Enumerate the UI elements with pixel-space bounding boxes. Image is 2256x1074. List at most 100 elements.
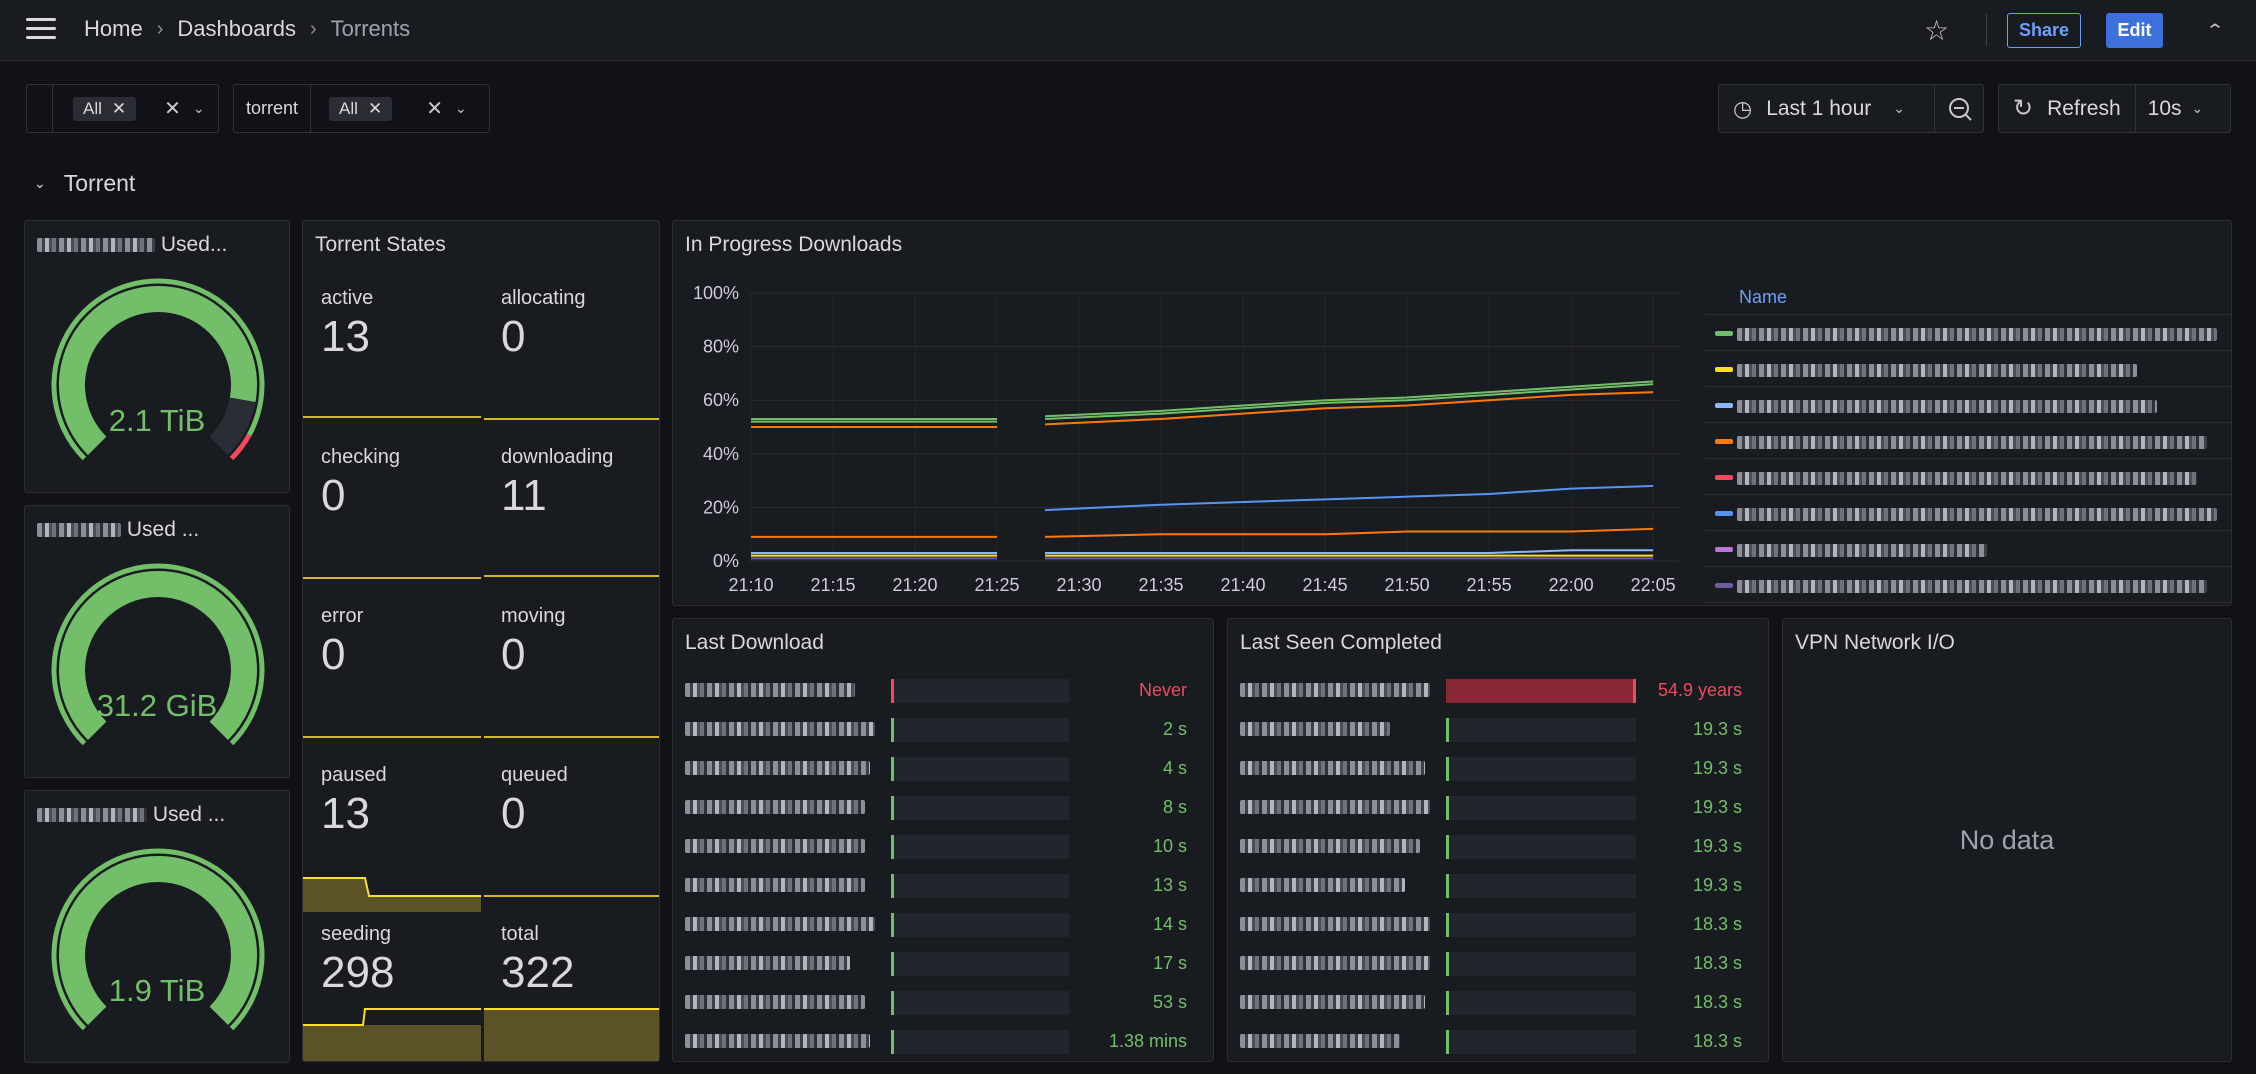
share-button[interactable]: Share bbox=[2007, 13, 2081, 48]
redacted-name bbox=[1240, 798, 1430, 816]
legend-row[interactable] bbox=[1705, 459, 2231, 495]
breadcrumb-dashboards[interactable]: Dashboards bbox=[177, 16, 296, 41]
row-header[interactable]: ⌄ Torrent bbox=[34, 170, 135, 197]
clear-icon[interactable]: ✕ bbox=[426, 98, 443, 120]
chip-label: All bbox=[339, 98, 358, 118]
redacted-name bbox=[685, 837, 865, 855]
zoom-out-button[interactable] bbox=[1934, 84, 1984, 133]
chevron-down-icon[interactable]: ⌄ bbox=[192, 100, 205, 116]
chip-remove-icon[interactable]: ✕ bbox=[111, 98, 127, 118]
redacted-text bbox=[1737, 508, 2217, 522]
chip-remove-icon[interactable]: ✕ bbox=[367, 98, 383, 118]
bar-fill bbox=[1446, 991, 1449, 1015]
panel-title: Used... bbox=[37, 233, 227, 257]
redacted-name bbox=[1240, 720, 1390, 738]
bar-track bbox=[1446, 874, 1636, 898]
legend-swatch bbox=[1715, 403, 1733, 408]
state-value: 0 bbox=[321, 630, 346, 679]
clear-icon[interactable]: ✕ bbox=[164, 98, 181, 120]
chevron-down-icon[interactable]: ⌄ bbox=[2191, 100, 2204, 116]
bar-value: 2 s bbox=[1162, 719, 1187, 739]
time-range-picker[interactable]: ◷ Last 1 hour ⌄ bbox=[1718, 84, 1984, 133]
legend-row[interactable] bbox=[1705, 495, 2231, 531]
refresh-picker[interactable]: ↻ Refresh 10s ⌄ bbox=[1998, 84, 2231, 133]
menu-icon[interactable] bbox=[26, 18, 56, 42]
refresh-button-label[interactable]: Refresh bbox=[2047, 96, 2121, 120]
bar-value: 14 s bbox=[1152, 914, 1187, 934]
variable-chip[interactable]: All ✕ bbox=[73, 96, 137, 121]
redacted-text bbox=[685, 1033, 870, 1048]
redacted-name bbox=[1737, 434, 2207, 452]
table-row: 18.3 s bbox=[1228, 944, 1768, 982]
state-label: seeding bbox=[321, 923, 392, 945]
bar-value: 18.3 s bbox=[1692, 914, 1742, 934]
refresh-interval-label[interactable]: 10s bbox=[2134, 85, 2182, 132]
redacted-text bbox=[1240, 838, 1420, 853]
chevron-down-icon[interactable]: ⌄ bbox=[34, 175, 46, 191]
chevron-up-icon[interactable]: ⌃ bbox=[2205, 21, 2226, 40]
y-tick-label: 40% bbox=[703, 444, 739, 464]
progress-chart[interactable]: 0% 20% 40% 60% 80% 100% 21:10 21:15 21:20 21:25 21… bbox=[673, 221, 2232, 606]
panel-title: Last Seen Completed bbox=[1240, 631, 1442, 654]
x-tick-label: 21:45 bbox=[1303, 575, 1348, 595]
x-tick-label: 21:55 bbox=[1467, 575, 1512, 595]
table-row: 19.3 s bbox=[1228, 788, 1768, 826]
redacted-name bbox=[1240, 876, 1405, 894]
redacted-text bbox=[1737, 472, 2197, 486]
title-suffix: Used ... bbox=[152, 803, 226, 826]
redacted-name bbox=[685, 720, 875, 738]
bar-track bbox=[1446, 952, 1636, 976]
gauge-value: 31.2 GiB bbox=[96, 688, 218, 723]
redacted-name bbox=[1240, 759, 1425, 777]
legend-row[interactable] bbox=[1705, 531, 2231, 567]
redacted-name bbox=[1240, 993, 1425, 1011]
redacted-text bbox=[685, 994, 865, 1009]
variable-label bbox=[27, 85, 53, 132]
breadcrumb: Home › Dashboards › Torrents bbox=[84, 16, 410, 42]
series-line bbox=[1044, 391, 1654, 426]
time-range-label: Last 1 hour bbox=[1766, 96, 1872, 120]
bar-value: Never bbox=[1138, 680, 1187, 700]
refresh-icon[interactable]: ↻ bbox=[2013, 95, 2034, 122]
redacted-name bbox=[1737, 542, 1987, 560]
x-tick-label: 22:00 bbox=[1549, 575, 1594, 595]
y-tick-label: 20% bbox=[703, 497, 739, 517]
redacted-name bbox=[1737, 362, 2137, 380]
x-tick-label: 21:20 bbox=[892, 575, 937, 595]
sparkline bbox=[303, 877, 481, 897]
table-row: 2 s bbox=[673, 710, 1213, 748]
redacted-name bbox=[685, 1032, 870, 1050]
bar-track bbox=[891, 991, 1069, 1015]
star-icon[interactable]: ☆ bbox=[1924, 15, 1950, 46]
legend-row[interactable] bbox=[1705, 351, 2231, 387]
bar-fill bbox=[891, 757, 894, 781]
redacted-name bbox=[685, 915, 875, 933]
redacted-text bbox=[1240, 955, 1430, 970]
gauge-arc bbox=[51, 563, 265, 746]
legend-row[interactable] bbox=[1705, 387, 2231, 423]
redacted-name bbox=[685, 876, 865, 894]
bar-fill bbox=[1446, 835, 1449, 859]
x-tick-label: 21:40 bbox=[1221, 575, 1266, 595]
breadcrumb-home[interactable]: Home bbox=[84, 16, 143, 41]
bar-fill bbox=[891, 718, 894, 742]
state-stat: paused 13 bbox=[321, 764, 501, 839]
legend-row[interactable] bbox=[1705, 567, 2231, 603]
bar-value: 53 s bbox=[1152, 992, 1187, 1012]
legend-row[interactable] bbox=[1705, 315, 2231, 351]
variable-chip[interactable]: All ✕ bbox=[329, 96, 393, 121]
redacted-name bbox=[685, 954, 850, 972]
chevron-down-icon[interactable]: ⌄ bbox=[454, 100, 467, 116]
redacted-text bbox=[685, 760, 870, 775]
bar-value: 19.3 s bbox=[1692, 719, 1742, 739]
gauge-arc bbox=[51, 278, 265, 461]
legend-name-header[interactable]: Name bbox=[1739, 287, 1788, 307]
variable-picker-1[interactable]: All ✕ ✕ ⌄ bbox=[26, 84, 219, 133]
variable-picker-torrent[interactable]: torrent All ✕ ✕ ⌄ bbox=[233, 84, 490, 133]
edit-button[interactable]: Edit bbox=[2106, 13, 2163, 48]
state-stat: total 322 bbox=[501, 923, 659, 998]
x-tick-label: 21:35 bbox=[1139, 575, 1184, 595]
bar-track bbox=[891, 913, 1069, 937]
legend-row[interactable] bbox=[1705, 423, 2231, 459]
table-row: 18.3 s bbox=[1228, 905, 1768, 943]
